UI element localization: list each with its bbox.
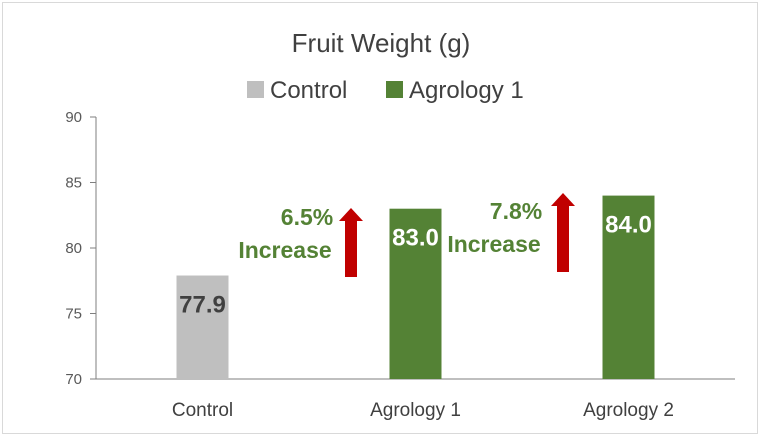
category-labels: Control Agrology 1 Agrology 2: [172, 400, 674, 421]
y-tick-label: 80: [65, 240, 82, 257]
annotation-text-agrology-2: Increase: [447, 231, 540, 257]
annotation-percent-agrology-1: 6.5%: [281, 204, 333, 230]
legend-label-agrology-1: Agrology 1: [409, 77, 524, 104]
legend: Control Agrology 1: [247, 77, 524, 104]
x-category-label-agrology-2: Agrology 2: [583, 400, 674, 421]
bar-control: [176, 275, 229, 379]
increase-arrow-agrology-1: [339, 208, 363, 277]
bars: 77.9 83.0 84.0: [176, 195, 655, 379]
annotation-text-agrology-1: Increase: [238, 237, 331, 263]
y-tick-label: 75: [65, 306, 82, 323]
legend-label-control: Control: [270, 77, 347, 104]
bar-agrology-1: [389, 208, 442, 379]
increase-arrow-agrology-2: [551, 193, 575, 272]
y-tick-label: 90: [65, 109, 82, 126]
annotation-percent-agrology-2: 7.8%: [490, 198, 542, 224]
bar-value-label-agrology-1: 83.0: [392, 225, 439, 252]
legend-swatch-control: [247, 81, 264, 98]
y-tick-label: 85: [65, 175, 82, 192]
bar-agrology-2: [602, 195, 655, 379]
annotation-agrology-1: 6.5% Increase: [238, 204, 363, 277]
legend-swatch-agrology-1: [386, 81, 403, 98]
y-tick-label: 70: [65, 371, 82, 388]
bar-value-label-agrology-2: 84.0: [605, 212, 652, 239]
annotation-agrology-2: 7.8% Increase: [447, 193, 575, 272]
chart-title: Fruit Weight (g): [292, 28, 471, 58]
bar-value-label-control: 77.9: [179, 292, 226, 319]
x-category-label-agrology-1: Agrology 1: [370, 400, 461, 421]
x-category-label-control: Control: [172, 400, 233, 421]
